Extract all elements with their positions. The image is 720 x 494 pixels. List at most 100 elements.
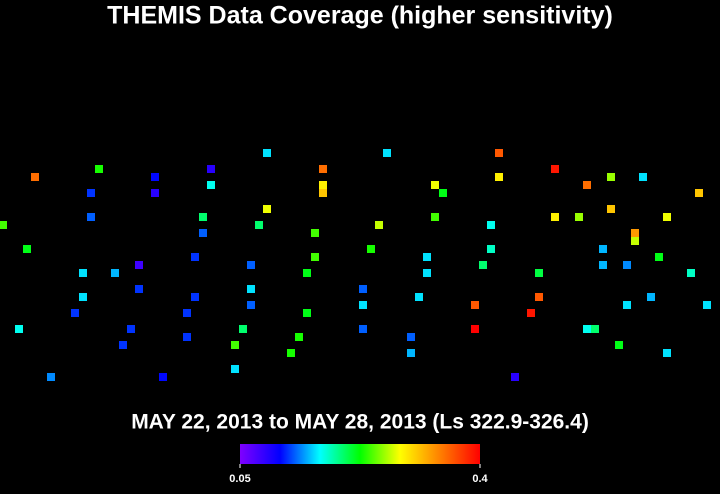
colorbar-tick-label: 0.05 [229, 473, 250, 485]
coverage-point [431, 181, 439, 189]
coverage-point [247, 301, 255, 309]
coverage-point [87, 213, 95, 221]
coverage-point [495, 149, 503, 157]
coverage-point [311, 229, 319, 237]
coverage-point [623, 261, 631, 269]
coverage-point [655, 253, 663, 261]
coverage-point [319, 189, 327, 197]
coverage-point [551, 213, 559, 221]
coverage-point [535, 293, 543, 301]
coverage-point [591, 325, 599, 333]
coverage-point [359, 325, 367, 333]
coverage-point [95, 165, 103, 173]
coverage-point [639, 173, 647, 181]
colorbar-tick-label: 0.4 [472, 473, 488, 485]
coverage-point [31, 173, 39, 181]
coverage-point [199, 229, 207, 237]
coverage-point [487, 245, 495, 253]
coverage-point [247, 285, 255, 293]
coverage-point [199, 213, 207, 221]
coverage-point [87, 189, 95, 197]
coverage-point [471, 325, 479, 333]
coverage-point [311, 253, 319, 261]
coverage-point [191, 293, 199, 301]
coverage-point [0, 221, 7, 229]
coverage-point [127, 325, 135, 333]
coverage-point [79, 293, 87, 301]
coverage-point [431, 213, 439, 221]
coverage-point [423, 253, 431, 261]
coverage-point [415, 293, 423, 301]
coverage-point [647, 293, 655, 301]
coverage-point [207, 181, 215, 189]
coverage-point [119, 341, 127, 349]
coverage-point [535, 269, 543, 277]
coverage-point [583, 325, 591, 333]
coverage-point [479, 261, 487, 269]
coverage-point [687, 269, 695, 277]
chart-subtitle: MAY 22, 2013 to MAY 28, 2013 (Ls 322.9-3… [131, 411, 589, 434]
coverage-point [383, 149, 391, 157]
coverage-point [319, 181, 327, 189]
coverage-point [231, 365, 239, 373]
coverage-point [151, 173, 159, 181]
coverage-point [583, 181, 591, 189]
coverage-point [359, 285, 367, 293]
coverage-point [631, 229, 639, 237]
coverage-point [247, 261, 255, 269]
coverage-point [599, 245, 607, 253]
coverage-point [47, 373, 55, 381]
coverage-point [255, 221, 263, 229]
coverage-point [263, 149, 271, 157]
coverage-point [359, 301, 367, 309]
coverage-point [495, 173, 503, 181]
coverage-point [287, 349, 295, 357]
coverage-point [703, 301, 711, 309]
coverage-point [695, 189, 703, 197]
coverage-point [15, 325, 23, 333]
coverage-point [487, 221, 495, 229]
coverage-point [623, 301, 631, 309]
coverage-point [207, 165, 215, 173]
coverage-point [439, 189, 447, 197]
coverage-point [527, 309, 535, 317]
coverage-point [663, 349, 671, 357]
coverage-point [663, 213, 671, 221]
coverage-point [511, 373, 519, 381]
coverage-point [159, 373, 167, 381]
coverage-point [23, 245, 31, 253]
coverage-point [303, 269, 311, 277]
coverage-point [183, 309, 191, 317]
coverage-point [631, 237, 639, 245]
coverage-point [607, 173, 615, 181]
coverage-point [575, 213, 583, 221]
coverage-point [407, 333, 415, 341]
colorbar [240, 444, 480, 464]
coverage-point [79, 269, 87, 277]
coverage-point [607, 205, 615, 213]
coverage-point [231, 341, 239, 349]
coverage-point [135, 285, 143, 293]
coverage-point [303, 309, 311, 317]
coverage-point [599, 261, 607, 269]
coverage-point [615, 341, 623, 349]
coverage-point [191, 253, 199, 261]
coverage-point [471, 301, 479, 309]
coverage-point [183, 333, 191, 341]
coverage-point [375, 221, 383, 229]
coverage-point [319, 165, 327, 173]
coverage-point [239, 325, 247, 333]
coverage-point [407, 349, 415, 357]
coverage-point [367, 245, 375, 253]
coverage-point [135, 261, 143, 269]
coverage-point [71, 309, 79, 317]
coverage-point [111, 269, 119, 277]
coverage-point [151, 189, 159, 197]
coverage-point [551, 165, 559, 173]
coverage-point [423, 269, 431, 277]
chart-title: THEMIS Data Coverage (higher sensitivity… [107, 2, 613, 30]
coverage-point [263, 205, 271, 213]
coverage-point [295, 333, 303, 341]
